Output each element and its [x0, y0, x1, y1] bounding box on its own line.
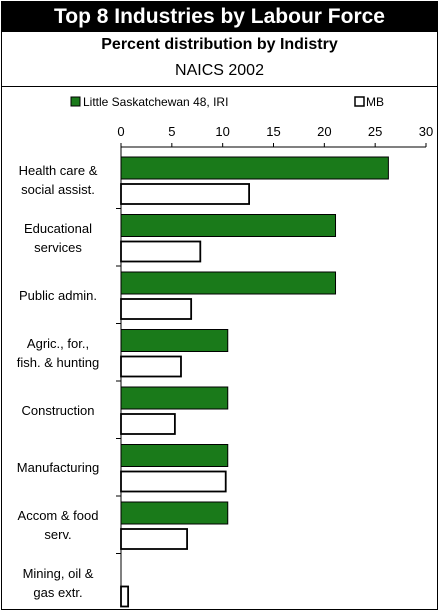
category-label-line: Agric., for., — [26, 335, 90, 351]
x-tick-label: 15 — [266, 124, 280, 139]
x-tick-label: 20 — [317, 124, 331, 139]
category-label: Mining, oil & gas extr. — [0, 564, 116, 602]
bar-series-1 — [120, 501, 229, 525]
category-label-line: services — [34, 239, 82, 255]
bar-series-2 — [120, 585, 130, 608]
chart-subtitle-naics: NAICS 2002 — [175, 62, 264, 79]
bar-series-1 — [120, 214, 337, 237]
category-label-line: Health care & — [18, 163, 98, 178]
bar-series-1 — [120, 329, 229, 352]
category-label: Agric., for., fish. & hunting — [0, 334, 116, 372]
category-label: Educational services — [0, 219, 116, 257]
bar-series-1 — [120, 444, 229, 467]
legend-label-series-2: MB — [366, 95, 384, 109]
legend-swatch-series-1 — [70, 96, 81, 107]
chart-title: Top 8 Industries by Labour Force — [2, 2, 437, 32]
category-label-line: Manufacturing — [16, 460, 100, 475]
x-tick-label: 10 — [215, 124, 229, 139]
bar-series-2 — [120, 298, 193, 320]
category-label-line: Accom & food — [17, 508, 99, 523]
category-label-line: Construction — [21, 402, 95, 418]
category-label-line: gas extr. — [33, 584, 83, 600]
category-label-line: Mining, oil & — [22, 565, 94, 581]
bar-series-2 — [120, 240, 202, 263]
category-label-line: fish. & hunting — [16, 354, 100, 370]
x-tick-label: 30 — [419, 124, 433, 139]
bar-series-2 — [120, 528, 188, 550]
bar-series-1 — [120, 156, 389, 180]
bar-series-2 — [120, 470, 227, 493]
bar-series-2 — [120, 355, 182, 378]
category-label: Health care & social assist. — [0, 161, 116, 199]
chart-subtitle: Percent distribution by Indistry — [101, 36, 338, 53]
category-label: Manufacturing — [0, 458, 116, 477]
category-label-line: social assist. — [21, 182, 95, 197]
bar-series-2 — [120, 413, 176, 435]
category-label-line: Educational — [24, 220, 92, 236]
bar-series-1 — [120, 271, 337, 295]
x-tick-label: 25 — [368, 124, 382, 139]
category-label: Accom & food serv. — [0, 506, 116, 544]
category-label-line: Public admin. — [18, 287, 98, 303]
header-divider — [2, 86, 437, 87]
x-tick-label: 5 — [168, 124, 175, 139]
category-label: Public admin. — [0, 286, 116, 305]
x-tick-label: 0 — [117, 124, 124, 139]
category-label-line: serv. — [44, 527, 72, 542]
legend-swatch-series-2 — [354, 96, 365, 107]
category-label: Construction — [0, 401, 116, 420]
bar-series-2 — [120, 183, 251, 205]
bar-series-1 — [120, 386, 229, 410]
legend-label-series-1: Little Saskatchewan 48, IRI — [83, 95, 228, 109]
